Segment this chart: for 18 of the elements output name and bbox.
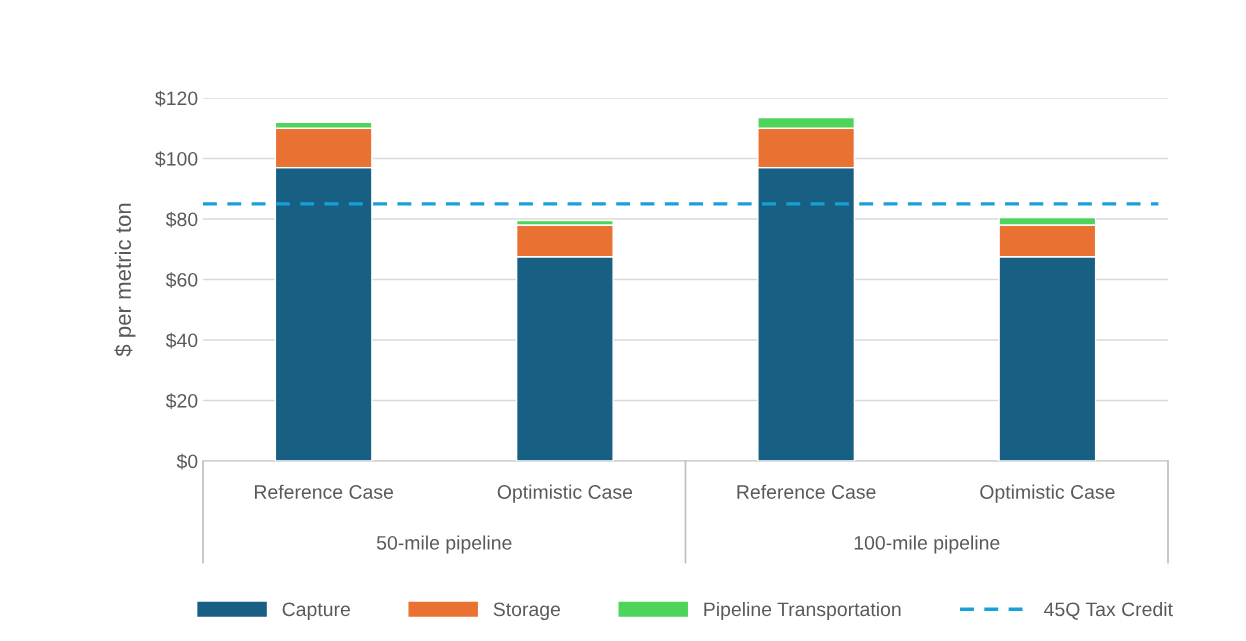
y-tick-label: $0 bbox=[176, 453, 198, 470]
legend-label: Capture bbox=[282, 602, 350, 621]
legend-label: Storage bbox=[493, 602, 561, 621]
x-tick-label: Optimistic Case bbox=[497, 484, 633, 503]
text: 100-mile pipeline bbox=[854, 535, 1000, 554]
y-tick-label: $60 bbox=[165, 272, 198, 288]
y-tick-label: $40 bbox=[165, 332, 198, 349]
x-tick-label: Optimistic Case bbox=[980, 484, 1115, 503]
legend-label: Pipeline Transportation bbox=[704, 601, 901, 621]
x-tick-label: Reference Case bbox=[737, 484, 876, 499]
y-tick-label: $100 bbox=[155, 151, 198, 167]
text: 50-mile pipeline bbox=[376, 535, 512, 554]
y-axis-title: $ per metric ton bbox=[114, 203, 136, 357]
legend-label: 45Q Tax Credit bbox=[1044, 601, 1173, 620]
x-tick-label: Reference Case bbox=[254, 484, 394, 499]
y-tick-label: $120 bbox=[155, 90, 198, 107]
y-tick-label: $80 bbox=[165, 211, 198, 228]
y-tick-label: $20 bbox=[165, 393, 198, 409]
